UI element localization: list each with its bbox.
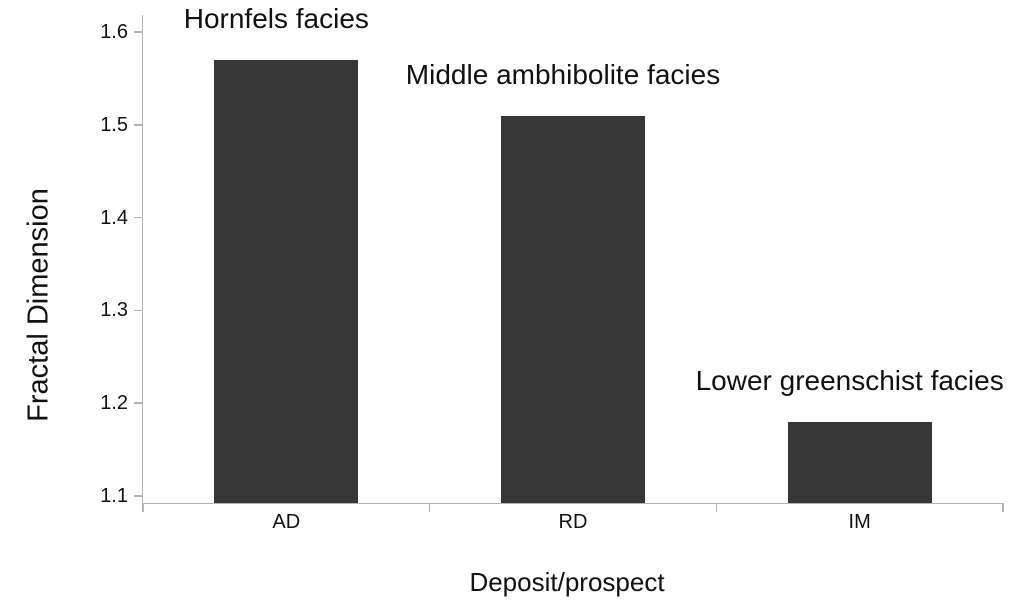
x-axis-tick (428, 503, 431, 512)
x-category-label: RD (558, 511, 588, 533)
y-axis-tick (134, 31, 143, 33)
x-category-label: AD (272, 511, 301, 533)
x-axis-tick (715, 503, 718, 512)
y-tick-label: 1.5 (100, 113, 128, 136)
y-axis-tick (134, 124, 143, 126)
y-axis-tick (134, 309, 143, 312)
y-tick-label: 1.2 (100, 392, 128, 415)
bar-rd (501, 115, 645, 503)
x-axis-line (141, 502, 1004, 504)
bar-annotation: Middle ambhibolite facies (405, 58, 721, 90)
x-axis-title: Deposit/prospect (469, 567, 665, 597)
y-tick-label: 1.4 (100, 206, 128, 229)
y-axis-tick (134, 495, 143, 497)
y-axis-tick (134, 216, 143, 219)
y-tick-label: 1.6 (100, 21, 128, 43)
y-axis-line (141, 15, 143, 503)
x-axis-tick (142, 503, 144, 512)
bar-ad (214, 59, 359, 503)
bar-annotation: Lower greenschist facies (695, 364, 1004, 396)
y-tick-label: 1.1 (100, 485, 128, 507)
bar-annotation: Hornfels facies (183, 2, 369, 34)
y-tick-label: 1.3 (100, 299, 128, 322)
bar-im (787, 421, 932, 503)
x-axis-tick (1002, 503, 1004, 512)
x-category-label: IM (848, 511, 871, 533)
y-axis-tick (134, 402, 143, 404)
